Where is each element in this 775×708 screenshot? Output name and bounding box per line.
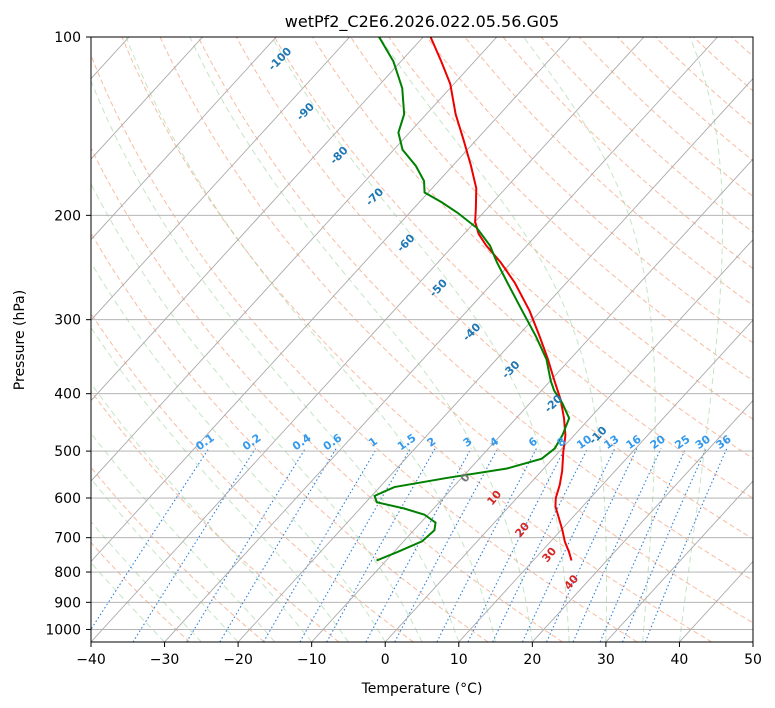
y-tick-label: 500 [54,444,81,460]
x-tick-label: 50 [744,652,762,668]
moist-adiabat-line [271,37,570,642]
y-tick-label: 400 [54,387,81,403]
x-tick-label: −20 [223,652,253,668]
mixing-ratio-line [521,448,616,642]
mixing-ratio-line [263,448,378,642]
isotherm-line [91,37,498,482]
dry-adiabat-line [91,312,414,642]
y-tick-label: 300 [54,313,81,329]
sounding-traces [373,37,573,562]
dry-adiabat-line [273,37,753,499]
y-tick-label: 100 [54,30,81,46]
plot-frame [90,36,754,643]
moist-adiabat-line [91,326,349,642]
mixing-ratio-line [394,448,499,642]
dry-adiabat-line [312,37,753,460]
isotherm-line [91,37,424,402]
dry-adiabat-line [91,54,638,642]
x-tick-label: 0 [381,652,390,668]
dry-adiabat-line [197,37,753,582]
y-tick-label: 1000 [45,622,81,638]
y-tick-label: 200 [54,208,81,224]
dewpoint-trace [373,37,571,562]
x-tick-label: 10 [450,652,468,668]
isotherm-line [91,37,645,642]
dry-adiabat-line [235,37,753,540]
moist-adiabat-line [189,37,533,642]
x-axis-label: Temperature (°C) [361,681,483,697]
isotherm-line [458,319,753,642]
mixing-ratio-line [546,448,638,642]
dry-adiabat-line [464,37,753,307]
temperature-trace [429,37,573,561]
x-tick-label: 20 [523,652,541,668]
mixing-ratio-line [186,448,306,642]
x-tick-label: −30 [150,652,180,668]
y-tick-label: 900 [54,595,81,611]
isotherm-line [164,37,718,642]
isotherm-line [91,37,351,321]
dry-adiabat-line [388,37,753,382]
moist-adiabat-line [91,261,386,642]
isotherm-line [384,238,753,642]
x-tick-label: −40 [76,652,106,668]
dry-adiabat-line [159,37,753,624]
moist-adiabat-line [91,182,423,642]
y-tick-label: 800 [54,565,81,581]
moist-adiabat-line [379,37,608,642]
moist-adiabat-line [523,37,656,642]
mixing-ratio-line [91,448,210,631]
isotherm-line [532,399,753,642]
dry-adiabat-line [91,147,563,642]
chart-title: wetPf2_C2E6.2026.022.05.56.G05 [285,12,559,32]
background-lines [91,37,753,642]
moist-adiabat-line [678,37,724,642]
isotherm-line [91,37,203,160]
isotherm-line [91,37,277,241]
x-tick-label: 40 [671,652,689,668]
isotherm-line [605,480,753,642]
x-tick-label: −10 [297,652,327,668]
dry-adiabat-line [91,466,265,642]
axis-ticks: −40 −30 −20 −10 0 10 20 30 40 50 100 200 300 400 500 60… [45,30,762,668]
y-axis-label: Pressure (hPa) [12,290,28,390]
mixing-ratio-line [436,448,537,642]
y-tick-label: 600 [54,491,81,507]
isotherm-line [237,77,753,642]
moist-adiabat-line [125,37,497,642]
x-tick-label: 30 [597,652,615,668]
isotherm-line [311,158,753,642]
isotherm-line [91,37,571,563]
moist-adiabat-line [91,79,460,642]
y-tick-label: 700 [54,531,81,547]
dry-adiabat-line [121,37,713,642]
